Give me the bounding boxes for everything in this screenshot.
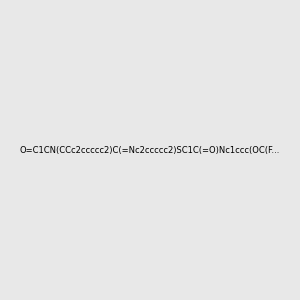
Text: O=C1CN(CCc2ccccc2)C(=Nc2ccccc2)SC1C(=O)Nc1ccc(OC(F...: O=C1CN(CCc2ccccc2)C(=Nc2ccccc2)SC1C(=O)N… xyxy=(20,146,280,154)
